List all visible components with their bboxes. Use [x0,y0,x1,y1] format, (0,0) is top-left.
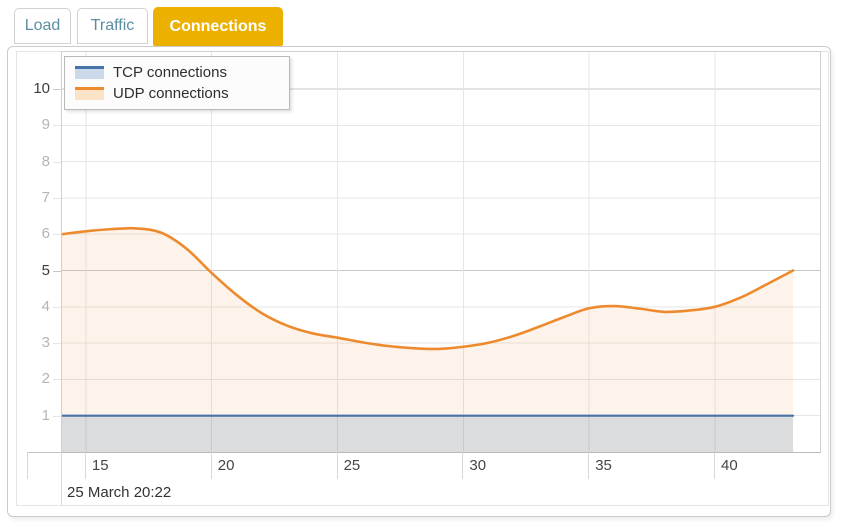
x-tick-mark [462,452,464,479]
plot-svg [62,52,820,452]
x-tick-mark [714,452,716,479]
x-tick-label: 35 [595,457,612,474]
legend-item-tcp[interactable]: TCP connections [75,62,279,83]
y-tick-mark [53,306,61,308]
legend-label-udp: UDP connections [113,85,229,102]
y-tick-mark [53,379,61,381]
y-tick-label: 6 [41,225,50,243]
legend-swatch-tcp [75,66,104,79]
legend-label-tcp: TCP connections [113,64,227,81]
y-tick-label: 4 [41,297,50,315]
y-tick-mark [53,161,61,163]
y-tick-mark [53,234,61,236]
x-tick-label: 30 [469,457,487,474]
x-tick-label: 25 [343,457,361,474]
y-tick-label: 2 [41,370,50,388]
axis-corner-tick [27,452,28,479]
chart-card: 1 2 3 4 5 6 7 8 9 10 15 20 25 30 35 40 TCP connections… [7,46,831,517]
y-tick-mark [53,270,61,272]
x-tick-mark [84,452,86,479]
x-tick-mark [210,452,212,479]
chart-container: 1 2 3 4 5 6 7 8 9 10 15 20 25 30 35 40 TCP connections… [16,51,829,506]
x-tick-mark [588,452,590,479]
y-tick-label: 1 [41,406,50,424]
y-tick-label: 5 [41,261,50,279]
x-tick-label: 15 [91,457,109,474]
y-tick-label: 7 [41,188,50,206]
y-tick-mark [53,89,61,91]
axis-left-extension [27,452,62,453]
tab-connections[interactable]: Connections [153,7,283,46]
y-tick-mark [53,415,61,417]
legend-swatch-udp [75,87,104,100]
y-tick-label: 9 [41,116,50,134]
date-label: 25 March 20:22 [67,484,172,501]
y-tick-mark [53,343,61,345]
x-tick-mark [336,452,338,479]
y-tick-label: 3 [41,334,50,352]
legend: TCP connections UDP connections [64,56,290,110]
legend-item-udp[interactable]: UDP connections [75,83,279,104]
plot-area[interactable] [61,51,821,453]
tab-traffic[interactable]: Traffic [77,8,148,44]
x-tick-label: 20 [217,457,235,474]
y-tick-label: 8 [41,152,50,170]
plot-left-tick [61,452,62,505]
y-tick-mark [53,197,61,199]
x-tick-label: 40 [721,457,738,474]
y-tick-label: 10 [33,80,50,98]
tab-load[interactable]: Load [14,8,71,44]
y-tick-mark [53,125,61,127]
